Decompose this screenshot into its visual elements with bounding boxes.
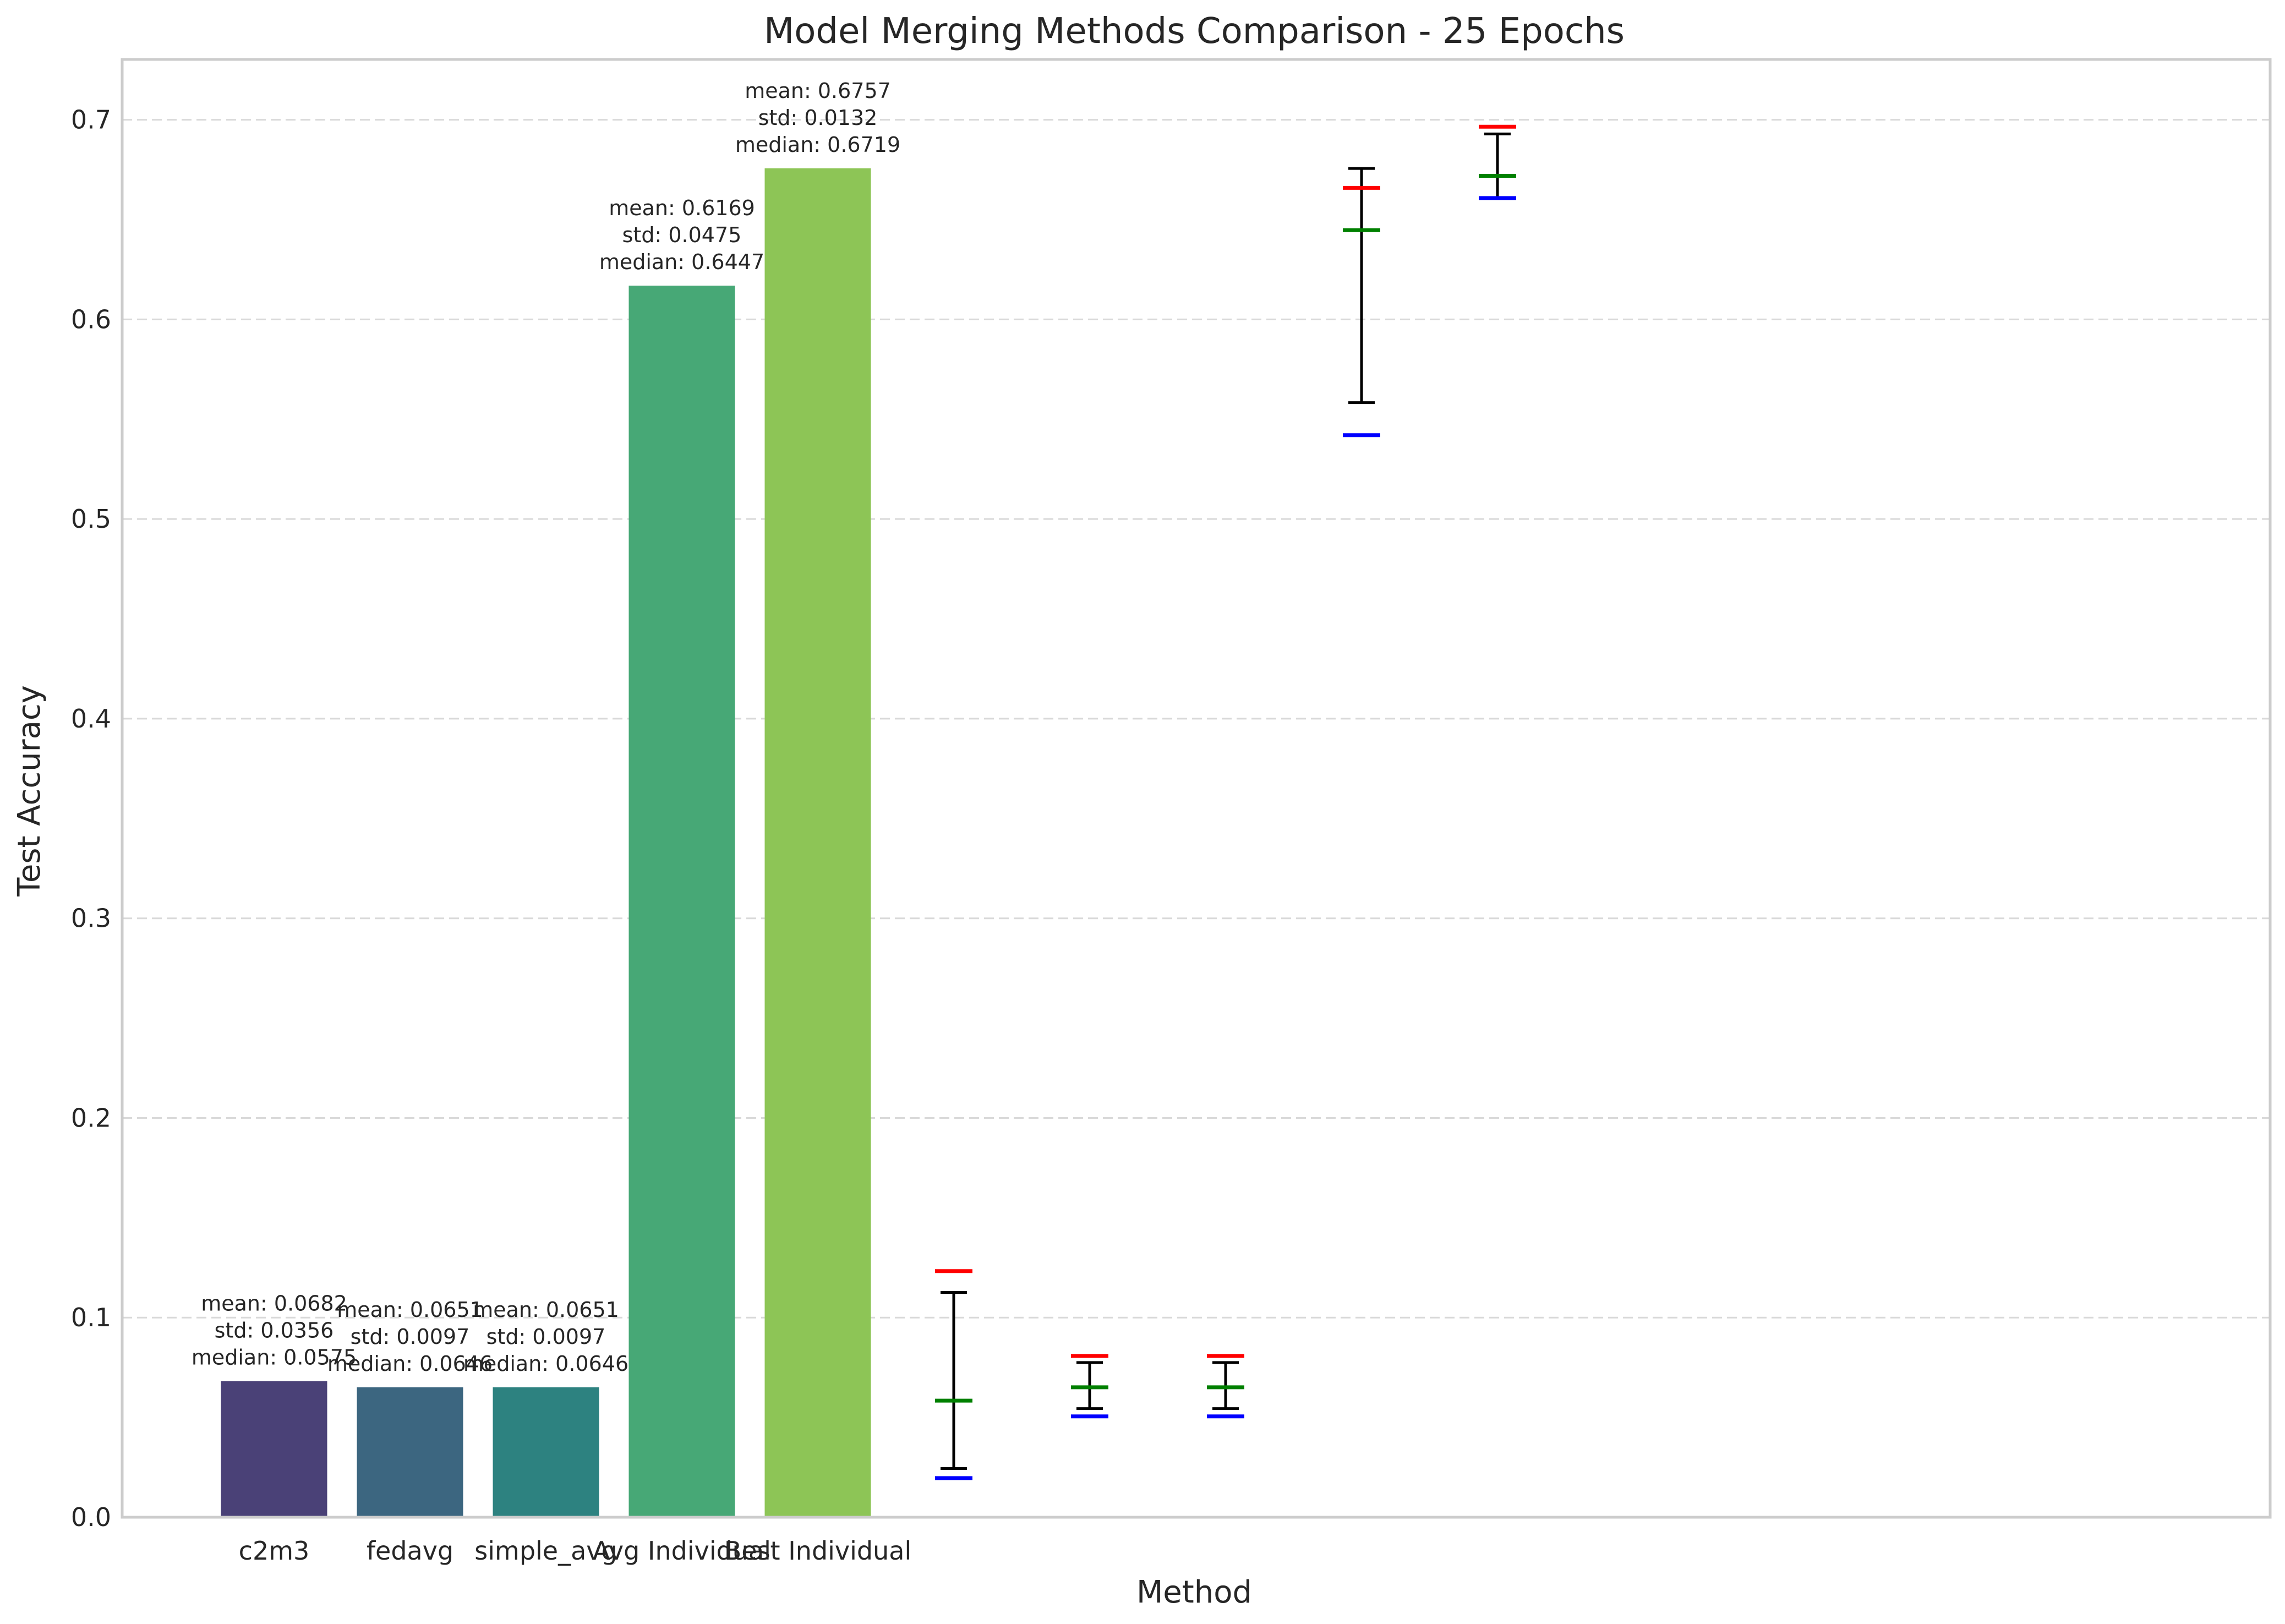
x-axis-label: Method (1136, 1574, 1252, 1610)
bar (628, 286, 735, 1518)
bar (221, 1381, 327, 1517)
chart-title: Model Merging Methods Comparison - 25 Ep… (764, 11, 1625, 52)
bar-annotation: median: 0.0646 (327, 1352, 493, 1376)
y-axis-ticks: 0.0 0.1 0.2 0.3 0.4 0.5 0.6 0.7 (71, 105, 111, 1532)
y-tick-label: 0.6 (71, 304, 111, 334)
bar-annotation: mean: 0.0682 (201, 1292, 347, 1316)
bar-annotation: median: 0.6719 (735, 133, 900, 157)
error-bars (935, 124, 1516, 1480)
y-tick-label: 0.0 (71, 1502, 111, 1532)
bar-annotations: mean: 0.0682 std: 0.0356 median: 0.0575 mea… (192, 79, 900, 1376)
bar-annotation: median: 0.6447 (599, 250, 764, 274)
y-tick-label: 0.1 (71, 1303, 111, 1332)
y-tick-label: 0.2 (71, 1103, 111, 1133)
bar-annotation: median: 0.0646 (463, 1352, 628, 1376)
plot-frame (121, 58, 2272, 1519)
y-tick-label: 0.5 (71, 504, 111, 534)
bar (493, 1387, 599, 1517)
x-tick-label: c2m3 (239, 1536, 310, 1566)
bar-annotation: mean: 0.0651 (337, 1298, 483, 1322)
bar-annotation: std: 0.0356 (215, 1319, 334, 1343)
bar (764, 168, 871, 1517)
grid-lines (122, 119, 2270, 1319)
x-tick-label: Avg Individual (593, 1536, 771, 1566)
y-tick-label: 0.4 (71, 704, 111, 734)
bar (357, 1387, 463, 1517)
bar-annotation: median: 0.0575 (192, 1346, 357, 1370)
y-axis-label: Test Accuracy (12, 685, 47, 897)
bar-annotation: std: 0.0475 (622, 223, 742, 247)
bar-annotation: mean: 0.6757 (745, 79, 891, 103)
bar-annotation: mean: 0.0651 (473, 1298, 619, 1322)
bar-annotation: mean: 0.6169 (609, 196, 755, 220)
x-tick-label: fedavg (367, 1536, 453, 1566)
bar-annotation: std: 0.0132 (758, 106, 878, 130)
x-tick-label: Best Individual (724, 1536, 912, 1566)
y-tick-label: 0.7 (71, 105, 111, 135)
x-tick-label: simple_avg (474, 1536, 617, 1566)
y-tick-label: 0.3 (71, 904, 111, 933)
bars (221, 168, 871, 1518)
bar-annotation: std: 0.0097 (351, 1325, 470, 1349)
bar-annotation: std: 0.0097 (486, 1325, 606, 1349)
